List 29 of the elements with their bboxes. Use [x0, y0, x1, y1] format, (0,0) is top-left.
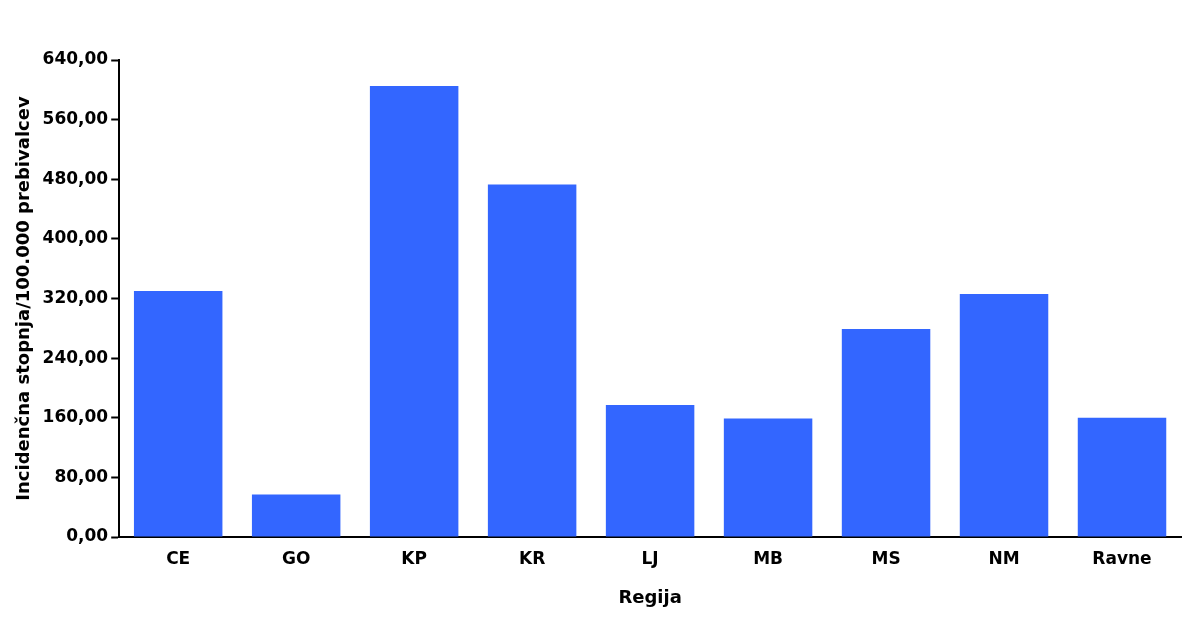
y-tick-label: 480,00 — [42, 167, 109, 188]
x-tick-label: LJ — [641, 547, 659, 568]
x-tick-label: GO — [281, 547, 311, 568]
y-tick-label: 160,00 — [42, 406, 109, 427]
y-tick-label: 80,00 — [54, 465, 109, 486]
y-tick-label: 560,00 — [42, 108, 109, 129]
y-tick-label: 0,00 — [66, 525, 109, 546]
bar — [723, 418, 813, 537]
bar — [605, 405, 695, 537]
bar — [959, 294, 1049, 537]
x-tick-label: Ravne — [1092, 547, 1152, 568]
x-tick-label: CE — [166, 547, 191, 568]
bar — [1077, 417, 1167, 537]
bar — [841, 329, 931, 537]
bar — [133, 291, 223, 537]
x-axis-title: Regija — [618, 585, 682, 607]
x-tick-label: KR — [518, 547, 546, 568]
bar — [487, 184, 577, 537]
y-tick-label: 400,00 — [42, 227, 109, 248]
y-tick-label: 640,00 — [42, 48, 109, 69]
bar — [251, 494, 341, 537]
y-axis-title: Incidenčna stopnja/100.000 prebivalcev — [12, 96, 34, 501]
x-tick-label: KP — [401, 547, 427, 568]
x-tick-label: MB — [753, 547, 784, 568]
x-tick-label: NM — [988, 547, 1020, 568]
bar — [369, 86, 459, 537]
x-tick-label: MS — [871, 547, 901, 568]
y-tick-label: 240,00 — [42, 346, 109, 367]
y-tick-label: 320,00 — [42, 286, 109, 307]
